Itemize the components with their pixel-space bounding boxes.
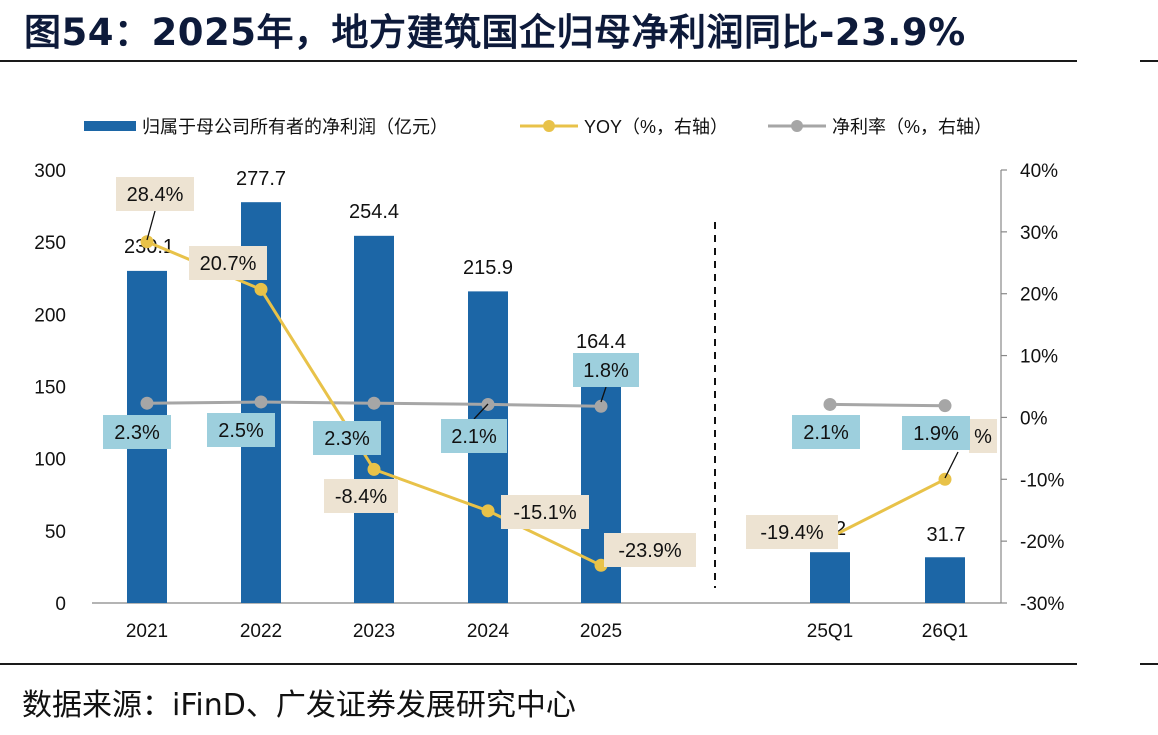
margin-point <box>367 396 381 410</box>
yoy-data-label: -15.1% <box>513 502 577 524</box>
left-axis-tick-label: 300 <box>34 161 66 182</box>
yoy-data-label-box <box>116 177 194 211</box>
yoy-data-label-box <box>969 419 997 453</box>
source-rule-right <box>1140 663 1158 665</box>
page-title: 图54：2025年，地方建筑国企归母净利润同比-23.9% <box>24 11 966 54</box>
source-note: 数据来源：iFinD、广发证券发展研究中心 <box>22 688 576 723</box>
yoy-data-label: 28.4% <box>127 184 184 206</box>
yoy-data-label: 20.7% <box>200 253 257 275</box>
margin-data-label-box <box>902 416 970 450</box>
right-axis-tick-label: 40% <box>1020 161 1058 182</box>
yoy-data-label-box <box>604 533 696 567</box>
right-axis-tick-label: 20% <box>1020 285 1058 306</box>
bar-value-label: 215.9 <box>463 257 513 279</box>
margin-point <box>938 399 952 413</box>
bar <box>925 557 965 603</box>
right-axis-tick-label: 0% <box>1020 408 1048 429</box>
margin-data-label-box <box>103 415 171 449</box>
legend-margin-marker <box>791 120 803 132</box>
yoy-point <box>140 235 154 249</box>
margin-data-label: 2.5% <box>218 420 264 442</box>
right-axis-tick-label: -20% <box>1020 532 1064 553</box>
legend-yoy-marker <box>543 120 555 132</box>
title-rule-right <box>1140 60 1158 62</box>
source-rule <box>0 663 1077 665</box>
yoy-data-label: -23.9% <box>618 540 682 562</box>
legend-label: 净利率（%，右轴） <box>832 117 992 137</box>
bar-value-label: 31.7 <box>927 524 966 546</box>
bar-value-label: 254.4 <box>349 201 399 223</box>
left-axis-tick-label: 200 <box>34 305 66 326</box>
bar <box>810 552 850 603</box>
yoy-data-label-leader <box>944 451 959 479</box>
margin-data-label-box <box>207 413 275 447</box>
margin-data-label-leader <box>600 386 607 403</box>
x-axis-tick-label: 2025 <box>580 621 622 642</box>
margin-data-label: 2.3% <box>324 428 370 450</box>
yoy-point <box>938 472 952 486</box>
x-axis-tick-label: 2023 <box>353 621 395 642</box>
yoy-point <box>367 462 381 476</box>
margin-point <box>254 395 268 409</box>
right-axis-tick-label: -10% <box>1020 470 1064 491</box>
x-axis-tick-label: 25Q1 <box>807 621 853 642</box>
margin-data-label-box <box>573 353 639 387</box>
bar-value-label: 164.4 <box>576 331 626 353</box>
x-axis-tick-label: 2022 <box>240 621 282 642</box>
margin-point <box>823 397 837 411</box>
legend-bar-swatch <box>84 121 136 131</box>
left-axis-tick-label: 0 <box>55 594 66 615</box>
left-axis-tick-label: 250 <box>34 233 66 254</box>
bar <box>354 235 394 604</box>
margin-point <box>594 399 608 413</box>
yoy-data-label: % <box>974 426 992 448</box>
yoy-data-label-box <box>324 479 398 513</box>
right-axis-tick-label: 10% <box>1020 347 1058 368</box>
margin-point <box>140 396 154 410</box>
margin-data-label-leader <box>473 403 489 420</box>
bar-value-label: 2 <box>835 518 846 540</box>
bar-value-label: 277.7 <box>236 168 286 190</box>
yoy-point <box>254 282 268 296</box>
yoy-line-quarterly <box>829 477 946 539</box>
title-rule <box>0 60 1077 62</box>
margin-data-label: 2.3% <box>114 422 160 444</box>
x-axis-tick-label: 2024 <box>467 621 510 642</box>
margin-data-label: 1.9% <box>913 423 959 445</box>
yoy-data-label-box <box>746 515 838 549</box>
right-axis-tick-label: 30% <box>1020 223 1058 244</box>
legend-label: 归属于母公司所有者的净利润（亿元） <box>142 117 448 137</box>
yoy-data-label: -8.4% <box>335 486 387 508</box>
margin-data-label: 2.1% <box>803 422 849 444</box>
x-axis-tick-label: 2021 <box>126 621 168 642</box>
margin-data-label-box <box>313 421 381 455</box>
legend-label: YOY（%，右轴） <box>584 117 728 137</box>
yoy-point <box>481 504 495 518</box>
left-axis-tick-label: 100 <box>34 450 66 471</box>
yoy-data-label-box <box>189 246 267 280</box>
margin-line-quarterly <box>829 402 946 408</box>
margin-data-label: 1.8% <box>583 360 629 382</box>
yoy-data-label-box <box>501 495 589 529</box>
margin-data-label-box <box>792 415 860 449</box>
yoy-data-label: -19.4% <box>760 522 824 544</box>
left-axis-tick-label: 50 <box>45 522 66 543</box>
x-axis-tick-label: 26Q1 <box>922 621 968 642</box>
right-axis-tick-label: -30% <box>1020 594 1064 615</box>
margin-data-label-box <box>441 419 507 453</box>
yoy-data-label-leader <box>146 210 156 241</box>
margin-data-label: 2.1% <box>451 426 497 448</box>
left-axis-tick-label: 150 <box>34 378 66 399</box>
